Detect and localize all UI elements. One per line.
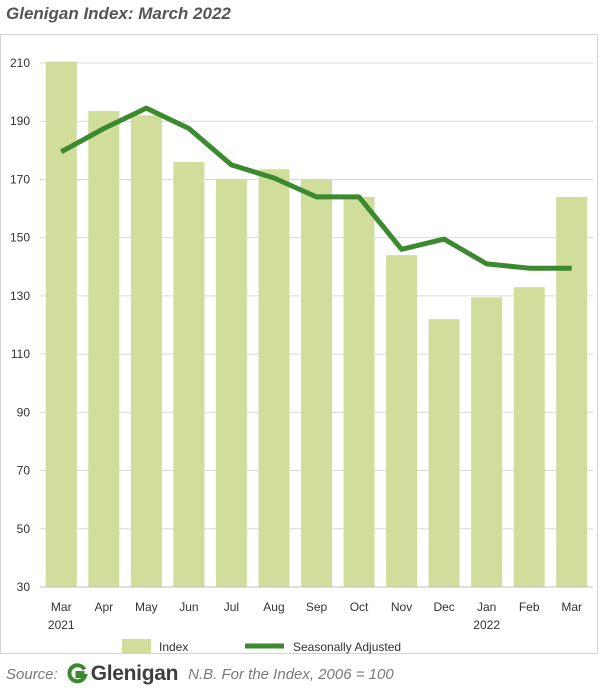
bar-index [386, 255, 418, 587]
x-tick-label: Mar [561, 600, 582, 614]
bar-index [556, 196, 588, 587]
bar-index [258, 169, 290, 587]
x-tick-label: Jan [477, 600, 496, 614]
y-tick-label: 50 [17, 522, 31, 536]
chart-title: Glenigan Index: March 2022 [6, 4, 231, 23]
bar-index [88, 111, 120, 588]
x-tick-label: Apr [94, 600, 113, 614]
x-tick-label: Mar [51, 600, 72, 614]
brand-name: Glenigan [90, 662, 179, 685]
x-tick-label: Jul [224, 600, 239, 614]
bar-index [343, 196, 375, 587]
brand-logo: Glenigan [66, 662, 178, 686]
x-tick-label: Nov [391, 600, 412, 614]
legend-label-index: Index [159, 640, 188, 654]
y-tick-label: 170 [10, 172, 30, 186]
source-label: Source: [6, 665, 58, 683]
y-tick-label: 30 [17, 580, 31, 594]
y-tick-label: 190 [10, 114, 30, 128]
x-tick-label: Sep [306, 600, 328, 614]
bar-index [215, 179, 247, 587]
x-tick-label: May [135, 600, 158, 614]
y-tick-label: 90 [17, 405, 31, 419]
bar-index [513, 287, 545, 587]
y-tick-label: 130 [10, 289, 30, 303]
bar-index [428, 319, 460, 587]
bar-index [301, 179, 332, 587]
legend-label-seasonally-adjusted: Seasonally Adjusted [293, 640, 401, 654]
chart-panel: 30 50 70 90 110 130 150 170 190 210 Mar 2021 Apr May J… [0, 34, 598, 654]
bar-index [45, 61, 77, 588]
footer-note: N.B. For the Index, 2006 = 100 [188, 665, 394, 683]
y-tick-label: 110 [11, 347, 30, 361]
x-tick-label: Feb [519, 600, 540, 614]
bar-index [130, 115, 162, 588]
bar-index [173, 161, 205, 587]
bar-index [471, 297, 503, 587]
legend-swatch-index [122, 639, 151, 654]
glenigan-g-logo-icon [67, 663, 88, 684]
x-year-label: 2021 [48, 618, 75, 632]
x-tick-label: Jun [179, 600, 198, 614]
chart: 30 50 70 90 110 130 150 170 190 210 Mar 2021 Apr May J… [10, 56, 593, 654]
x-tick-label: Dec [433, 600, 454, 614]
x-year-label: 2022 [473, 618, 500, 632]
x-tick-label: Oct [350, 600, 369, 614]
x-tick-label: Aug [263, 600, 284, 614]
y-tick-label: 150 [10, 231, 30, 245]
y-tick-label: 70 [17, 464, 31, 478]
y-tick-label: 210 [10, 56, 30, 70]
line-seasonally-adjusted [60, 105, 572, 271]
chart-footer: Source: Glenigan N.B. For the Index, 200… [6, 662, 394, 686]
